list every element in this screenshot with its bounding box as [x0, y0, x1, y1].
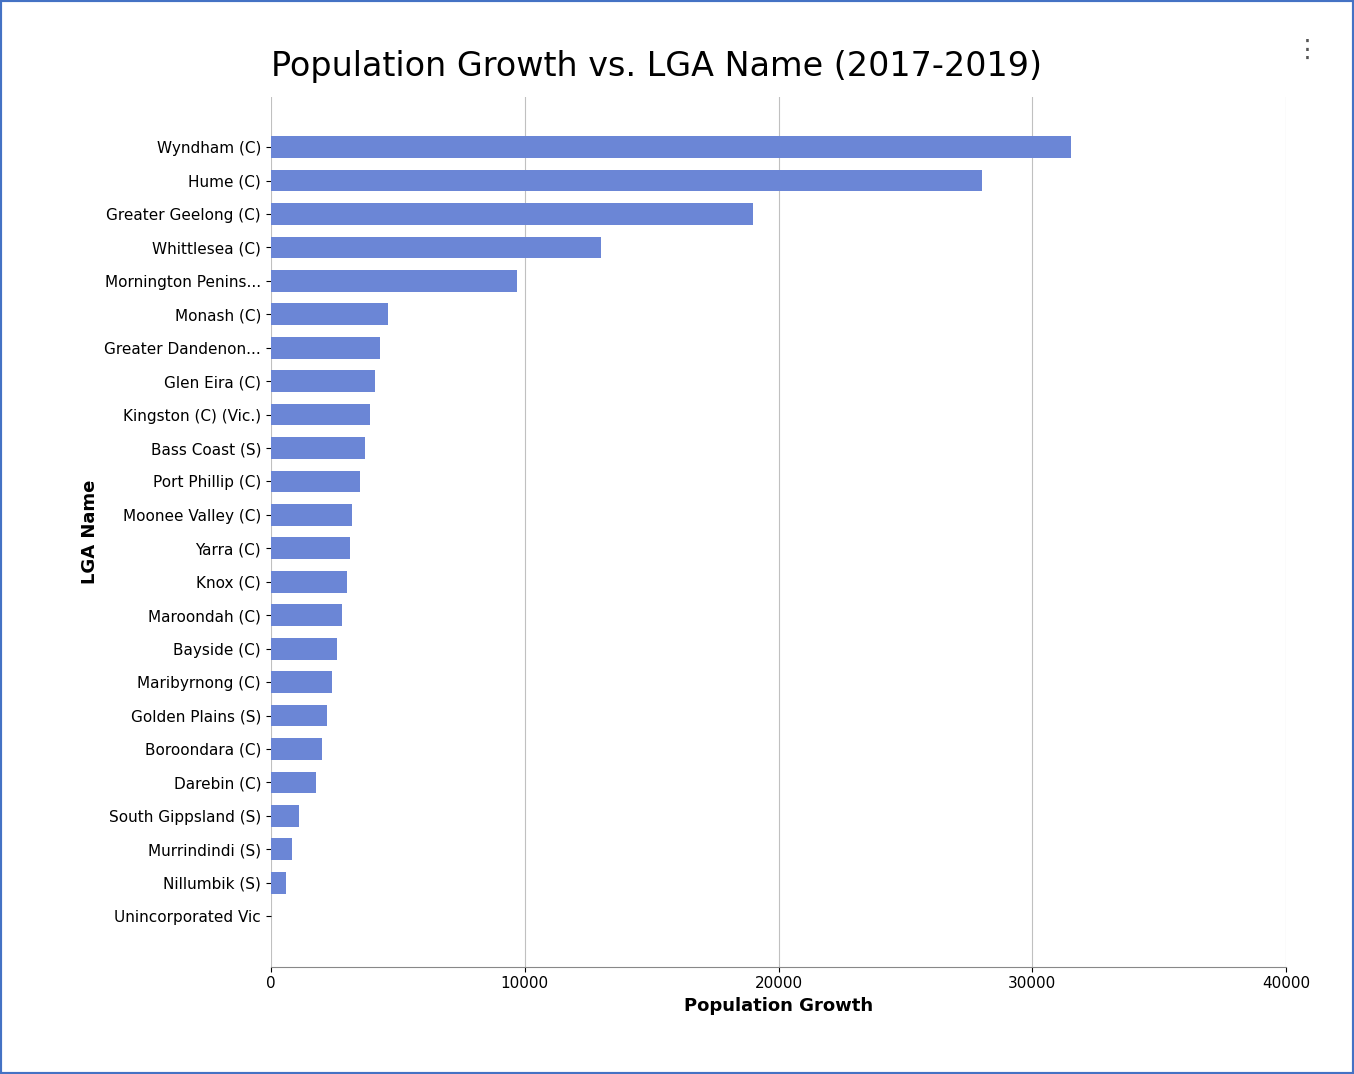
Text: Population Growth vs. LGA Name (2017-2019): Population Growth vs. LGA Name (2017-201…	[271, 49, 1041, 83]
Bar	[271, 203, 753, 224]
Bar	[271, 170, 982, 191]
Bar	[271, 705, 326, 726]
Y-axis label: LGA Name: LGA Name	[81, 479, 99, 584]
Bar	[271, 470, 360, 492]
Bar	[271, 738, 322, 760]
Bar	[271, 571, 347, 593]
Bar	[271, 839, 292, 860]
Bar	[271, 605, 341, 626]
Bar	[271, 136, 1071, 158]
Bar	[271, 337, 380, 359]
Bar	[271, 270, 517, 292]
Bar	[271, 404, 370, 425]
Bar	[271, 771, 317, 794]
Bar	[271, 303, 387, 325]
Bar	[271, 671, 332, 693]
X-axis label: Population Growth: Population Growth	[684, 997, 873, 1015]
Bar	[271, 872, 286, 894]
Bar	[271, 437, 364, 459]
Bar	[271, 371, 375, 392]
Bar	[271, 236, 601, 258]
Bar	[271, 806, 299, 827]
Bar	[271, 638, 337, 659]
Bar	[271, 537, 349, 560]
Text: ⋮: ⋮	[1296, 38, 1320, 61]
Bar	[271, 504, 352, 526]
